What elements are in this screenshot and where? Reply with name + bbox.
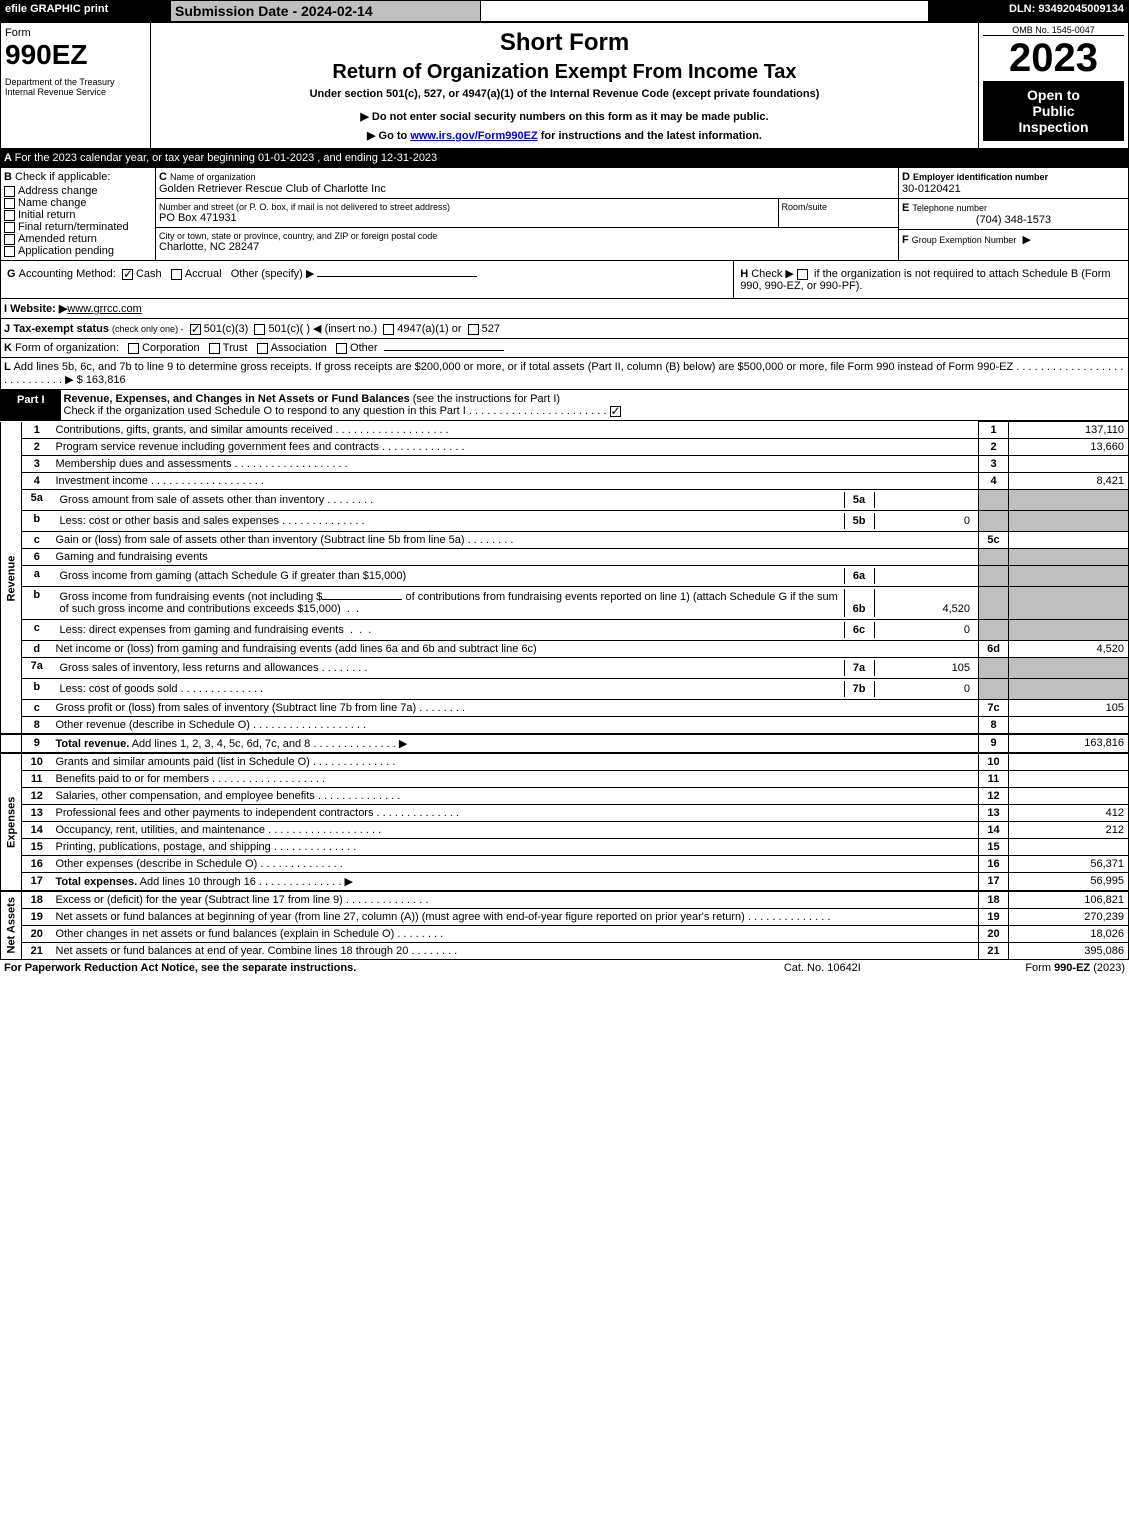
irs-link[interactable]: www.irs.gov/Form990EZ <box>410 130 537 142</box>
line-15-amt <box>1009 839 1129 856</box>
line-21-amt: 395,086 <box>1009 943 1129 960</box>
website[interactable]: www.grrcc.com <box>67 303 142 315</box>
form-header: Form 990EZ Department of the Treasury In… <box>0 22 1129 149</box>
line-20-amt: 18,026 <box>1009 926 1129 943</box>
page-footer: For Paperwork Reduction Act Notice, see … <box>0 960 1129 976</box>
topbar: efile GRAPHIC print Submission Date - 20… <box>0 0 1129 22</box>
submission-date: Submission Date - 2024-02-14 <box>171 1 481 22</box>
subtitle: Under section 501(c), 527, or 4947(a)(1)… <box>157 88 972 100</box>
line-5c-amt <box>1009 532 1129 549</box>
line-7c-amt: 105 <box>1009 700 1129 717</box>
line-i: I Website: ▶www.grrcc.com <box>0 298 1129 318</box>
line-9-amt: 163,816 <box>1009 734 1129 753</box>
line-11-amt <box>1009 771 1129 788</box>
checkbox-address-change[interactable] <box>4 186 15 197</box>
line-13-amt: 412 <box>1009 805 1129 822</box>
expenses-vertical-label: Expenses <box>1 753 22 891</box>
checkbox-accrual[interactable] <box>171 269 182 280</box>
line-4-amt: 8,421 <box>1009 473 1129 490</box>
line-7a-sub: 105 <box>874 660 974 676</box>
line-6b-sub: 4,520 <box>874 589 974 617</box>
dln: DLN: 93492045009134 <box>929 1 1129 22</box>
gross-receipts: $ 163,816 <box>77 374 126 386</box>
line-14-amt: 212 <box>1009 822 1129 839</box>
checkbox-sched-b[interactable] <box>797 269 808 280</box>
section-def: D Employer identification number 30-0120… <box>899 168 1129 261</box>
line-l: L Add lines 5b, 6c, and 7b to line 9 to … <box>0 357 1129 390</box>
footer-left: For Paperwork Reduction Act Notice, see … <box>0 960 736 976</box>
checkbox-sched-o[interactable] <box>610 406 621 417</box>
line-17-amt: 56,995 <box>1009 873 1129 892</box>
line-6c-sub: 0 <box>874 622 974 638</box>
line-1-amt: 137,110 <box>1009 422 1129 439</box>
section-b: B Check if applicable: Address change Na… <box>1 168 156 261</box>
checkbox-application-pending[interactable] <box>4 246 15 257</box>
revenue-vertical-label: Revenue <box>1 422 22 735</box>
checkbox-association[interactable] <box>257 343 268 354</box>
org-city: Charlotte, NC 28247 <box>159 241 895 253</box>
checkbox-corporation[interactable] <box>128 343 139 354</box>
checkbox-other-org[interactable] <box>336 343 347 354</box>
ssn-warning: ▶ Do not enter social security numbers o… <box>157 110 972 123</box>
netassets-vertical-label: Net Assets <box>1 891 22 960</box>
line-19-amt: 270,239 <box>1009 909 1129 926</box>
exempt-title: Return of Organization Exempt From Incom… <box>157 61 972 84</box>
section-c: C Name of organization Golden Retriever … <box>156 168 899 261</box>
part-i-header: Part I Revenue, Expenses, and Changes in… <box>0 390 1129 421</box>
checkbox-trust[interactable] <box>209 343 220 354</box>
line-5a-sub <box>874 492 974 508</box>
line-7b-sub: 0 <box>874 681 974 697</box>
line-16-amt: 56,371 <box>1009 856 1129 873</box>
checkbox-527[interactable] <box>468 324 479 335</box>
line-12-amt <box>1009 788 1129 805</box>
line-6a-sub <box>874 568 974 584</box>
gh-block: G Accounting Method: Cash Accrual Other … <box>0 261 1129 298</box>
tax-year: 2023 <box>983 36 1124 81</box>
line-3-amt <box>1009 456 1129 473</box>
checkbox-501c[interactable] <box>254 324 265 335</box>
dept-treasury: Department of the Treasury Internal Reve… <box>5 77 146 97</box>
ein: 30-0120421 <box>902 183 1125 195</box>
checkbox-amended-return[interactable] <box>4 234 15 245</box>
part-i-label: Part I <box>1 390 61 421</box>
checkbox-501c3[interactable] <box>190 324 201 335</box>
line-k: K Form of organization: Corporation Trus… <box>0 338 1129 357</box>
line-10-amt <box>1009 753 1129 771</box>
line-18-amt: 106,821 <box>1009 891 1129 909</box>
part-i-table: Revenue 1 Contributions, gifts, grants, … <box>0 421 1129 960</box>
line-a: A For the 2023 calendar year, or tax yea… <box>0 149 1129 168</box>
checkbox-name-change[interactable] <box>4 198 15 209</box>
org-address: PO Box 471931 <box>159 212 775 224</box>
short-form-title: Short Form <box>157 29 972 57</box>
omb-no: OMB No. 1545-0047 <box>983 25 1124 36</box>
line-2-amt: 13,660 <box>1009 439 1129 456</box>
efile-label: efile GRAPHIC print <box>1 1 171 22</box>
bcdef-block: B Check if applicable: Address change Na… <box>0 168 1129 261</box>
open-inspection: Open to Public Inspection <box>983 81 1124 141</box>
phone: (704) 348-1573 <box>902 214 1125 226</box>
checkbox-cash[interactable] <box>122 269 133 280</box>
room-suite-label: Room/suite <box>778 199 898 227</box>
line-6d-amt: 4,520 <box>1009 641 1129 658</box>
footer-center: Cat. No. 10642I <box>736 960 910 976</box>
checkbox-4947[interactable] <box>383 324 394 335</box>
footer-right: Form 990-EZ (2023) <box>909 960 1129 976</box>
form-number: 990EZ <box>5 39 146 71</box>
line-j: J Tax-exempt status (check only one) - 5… <box>0 318 1129 338</box>
form-label: Form <box>5 27 146 39</box>
goto-note: ▶ Go to www.irs.gov/Form990EZ for instru… <box>157 129 972 142</box>
line-8-amt <box>1009 717 1129 735</box>
line-5b-sub: 0 <box>874 513 974 529</box>
checkbox-final-return[interactable] <box>4 222 15 233</box>
org-name: Golden Retriever Rescue Club of Charlott… <box>159 183 895 195</box>
checkbox-initial-return[interactable] <box>4 210 15 221</box>
